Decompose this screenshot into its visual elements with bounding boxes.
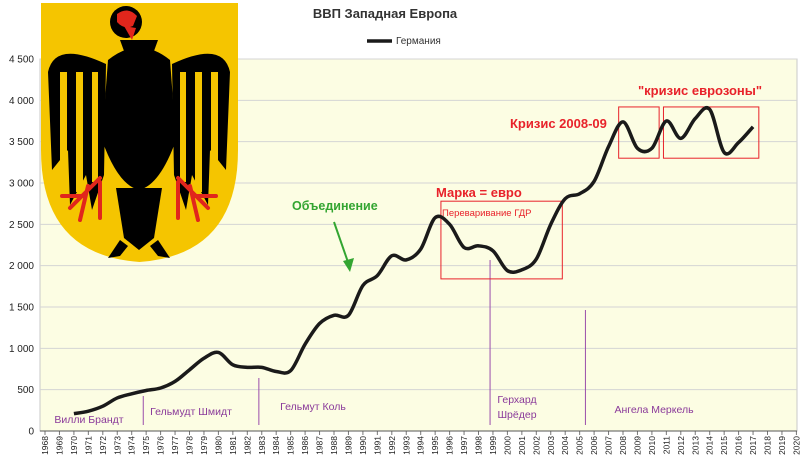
x-tick-label: 2008 <box>618 436 628 455</box>
x-tick-label: 1972 <box>98 436 108 455</box>
x-tick-label: 2009 <box>632 436 642 455</box>
y-tick-label: 0 <box>28 427 34 438</box>
x-tick-label: 1989 <box>343 436 353 455</box>
x-tick-label: 1992 <box>387 436 397 455</box>
x-tick-label: 2001 <box>517 436 527 455</box>
x-tick-label: 1968 <box>40 436 50 455</box>
x-tick-label: 2012 <box>676 436 686 455</box>
y-tick-label: 3 500 <box>9 137 34 148</box>
x-tick-label: 2019 <box>777 436 787 455</box>
x-tick-label: 1980 <box>213 436 223 455</box>
x-tick-label: 1994 <box>416 436 426 455</box>
x-tick-label: 1978 <box>185 436 195 455</box>
x-tick-label: 1977 <box>170 436 180 455</box>
x-tick-label: 1991 <box>372 436 382 455</box>
y-tick-label: 500 <box>17 385 34 396</box>
x-tick-label: 1970 <box>69 436 79 455</box>
annotation-reunification: Объединение <box>292 199 378 213</box>
x-tick-label: 1993 <box>401 436 411 455</box>
x-tick-label: 2003 <box>546 436 556 455</box>
x-tick-label: 2000 <box>502 436 512 455</box>
y-tick-label: 4 500 <box>9 55 34 66</box>
x-tick-label: 1995 <box>430 436 440 455</box>
chancellor-label: Гельмут Коль <box>280 401 346 413</box>
x-tick-label: 2011 <box>661 436 671 455</box>
x-tick-label: 1976 <box>156 436 166 455</box>
x-tick-label: 1999 <box>488 436 498 455</box>
annotation-box <box>440 200 563 280</box>
x-tick-label: 2016 <box>734 436 744 455</box>
x-tick-label: 1996 <box>445 436 455 455</box>
x-tick-label: 2002 <box>531 436 541 455</box>
x-tick-label: 1973 <box>112 436 122 455</box>
german-eagle-coat-of-arms-icon <box>41 3 238 262</box>
x-tick-label: 1987 <box>315 436 325 455</box>
chancellor-labels: Вилли Брандт Гельмудт Шмидт Гельмут Коль Ге… <box>54 394 694 426</box>
x-tick-label: 2010 <box>647 436 657 455</box>
annotation-gdr: Переваривание ГДР <box>442 208 531 219</box>
eagle-tongue <box>124 26 136 40</box>
x-tick-label: 2017 <box>748 436 758 455</box>
x-tick-label: 1988 <box>329 436 339 455</box>
y-tick-label: 2 500 <box>9 220 34 231</box>
chancellor-label: Вилли Брандт <box>54 414 123 426</box>
x-tick-label: 1990 <box>358 436 368 455</box>
x-tick-label: 1974 <box>127 436 137 455</box>
x-tick-label: 1979 <box>199 436 209 455</box>
x-tick-label: 2014 <box>705 436 715 455</box>
annotation-boxes <box>440 106 760 280</box>
x-tick-label: 2020 <box>791 436 800 455</box>
x-tick-label: 2005 <box>575 436 585 455</box>
y-tick-label: 1 500 <box>9 303 34 314</box>
chart-title: ВВП Западная Европа <box>313 6 458 21</box>
annotation-euro-crisis: "кризис еврозоны" <box>638 83 762 98</box>
legend-label: Германия <box>396 36 441 47</box>
annotation-mark-euro: Марка = евро <box>436 185 522 200</box>
x-tick-label: 2013 <box>690 436 700 455</box>
x-tick-label: 1985 <box>286 436 296 455</box>
x-tick-label: 1998 <box>474 436 484 455</box>
x-tick-label: 1982 <box>242 436 252 455</box>
y-tick-label: 4 000 <box>9 96 34 107</box>
eagle-icon <box>48 6 230 258</box>
series-line-germany <box>73 106 755 416</box>
chancellor-label: Ангела Меркель <box>614 404 694 416</box>
chancellor-markers <box>142 260 586 425</box>
eagle-claws <box>60 176 218 222</box>
series-layer <box>73 106 755 416</box>
x-tick-label: 1997 <box>459 436 469 455</box>
x-tick-label: 1969 <box>54 436 64 455</box>
y-tick-label: 1 000 <box>9 344 34 355</box>
y-tick-label: 3 000 <box>9 179 34 190</box>
x-tick-label: 1971 <box>83 436 93 455</box>
green-arrow-icon <box>333 221 354 272</box>
y-axis: 0 500 1 000 1 500 2 000 2 500 3 000 3 500 4 000 4… <box>9 55 34 438</box>
x-tick-label: 2007 <box>604 436 614 455</box>
x-tick-label: 2018 <box>763 436 773 455</box>
x-tick-label: 2006 <box>589 436 599 455</box>
y-tick-label: 2 000 <box>9 261 34 272</box>
annotation-box <box>662 106 760 159</box>
x-tick-label: 1984 <box>271 436 281 455</box>
x-tick-label: 1983 <box>257 436 267 455</box>
x-tick-label: 1981 <box>228 436 238 455</box>
x-tick-label: 1975 <box>141 436 151 455</box>
annotation-crisis-2008: Кризис 2008-09 <box>510 116 607 131</box>
x-tick-label: 1986 <box>300 436 310 455</box>
x-tick-label: 2015 <box>719 436 729 455</box>
x-axis: 1968 1969 1970 1971 1972 1973 1974 1975 1976 1977… <box>40 431 800 455</box>
x-tick-label: 2004 <box>560 436 570 455</box>
chancellor-label: Гельмудт Шмидт <box>150 406 232 418</box>
chancellor-label: Герхард Шрёдер <box>497 394 536 421</box>
eagle-beak <box>117 10 137 28</box>
